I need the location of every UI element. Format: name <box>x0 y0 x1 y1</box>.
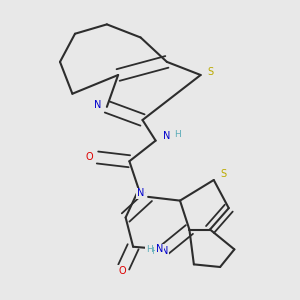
Text: H: H <box>151 247 158 256</box>
Text: O: O <box>118 266 126 276</box>
Text: H: H <box>146 245 153 254</box>
Text: N: N <box>94 100 101 110</box>
Text: S: S <box>220 169 226 179</box>
Text: S: S <box>207 67 213 77</box>
Text: N: N <box>137 188 144 198</box>
Text: O: O <box>85 152 93 162</box>
Text: H: H <box>174 130 181 139</box>
Text: N: N <box>161 246 169 256</box>
Text: N: N <box>156 244 163 254</box>
Text: N: N <box>163 131 171 141</box>
